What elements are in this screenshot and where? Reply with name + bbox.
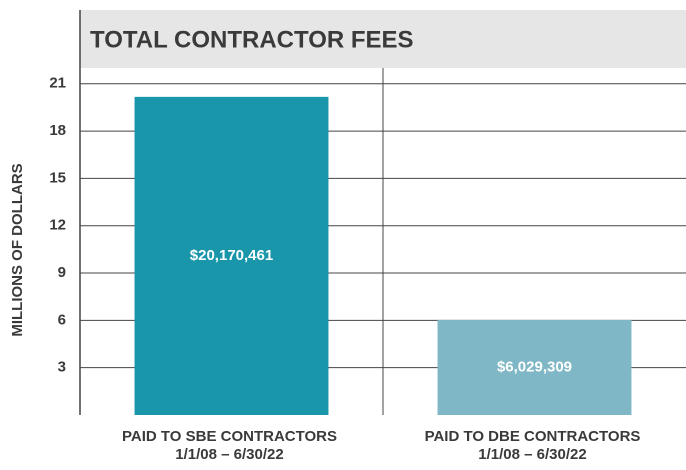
y-tick-label: 3 — [58, 359, 66, 376]
value-label: $20,170,461 — [190, 247, 273, 264]
y-tick-label: 12 — [49, 217, 66, 234]
y-tick-label: 21 — [49, 75, 66, 92]
y-tick-label: 9 — [58, 264, 66, 281]
bar — [437, 319, 632, 415]
bar — [134, 96, 329, 416]
y-tick-label: 6 — [58, 311, 66, 328]
x-tick-label: PAID TO DBE CONTRACTORS 1/1/08 – 6/30/22 — [424, 428, 641, 463]
y-axis-label: MILLIONS OF DOLLARS — [9, 163, 26, 336]
y-tick-label: 15 — [49, 169, 66, 186]
value-label: $6,029,309 — [497, 358, 572, 375]
x-tick-label: PAID TO SBE CONTRACTORS 1/1/08 – 6/30/22 — [121, 428, 338, 463]
chart-title: TOTAL CONTRACTOR FEES — [90, 26, 414, 53]
title-band — [80, 10, 686, 68]
y-tick-label: 18 — [49, 122, 66, 139]
